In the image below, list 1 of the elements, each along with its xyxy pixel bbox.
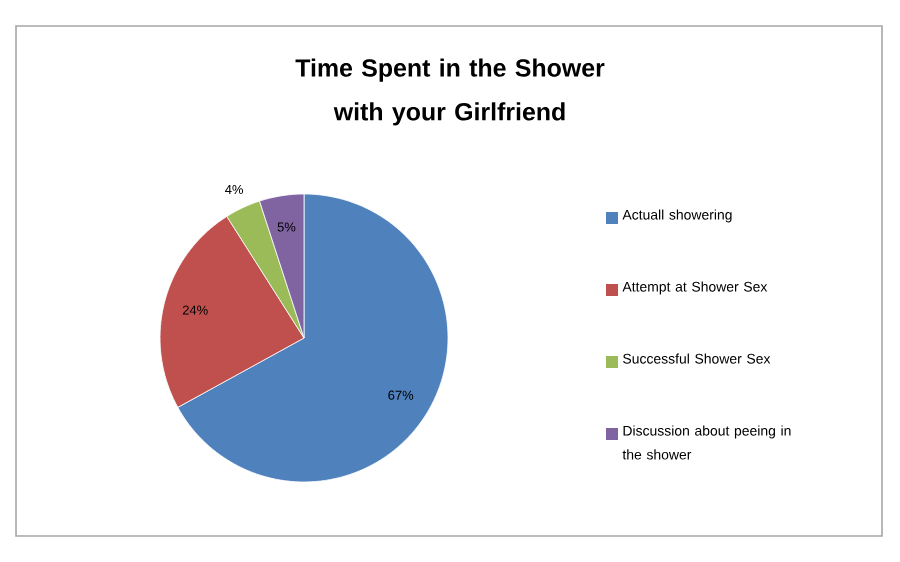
chart-title: Time Spent in the Shower with your Girlfriend — [295, 58, 605, 126]
